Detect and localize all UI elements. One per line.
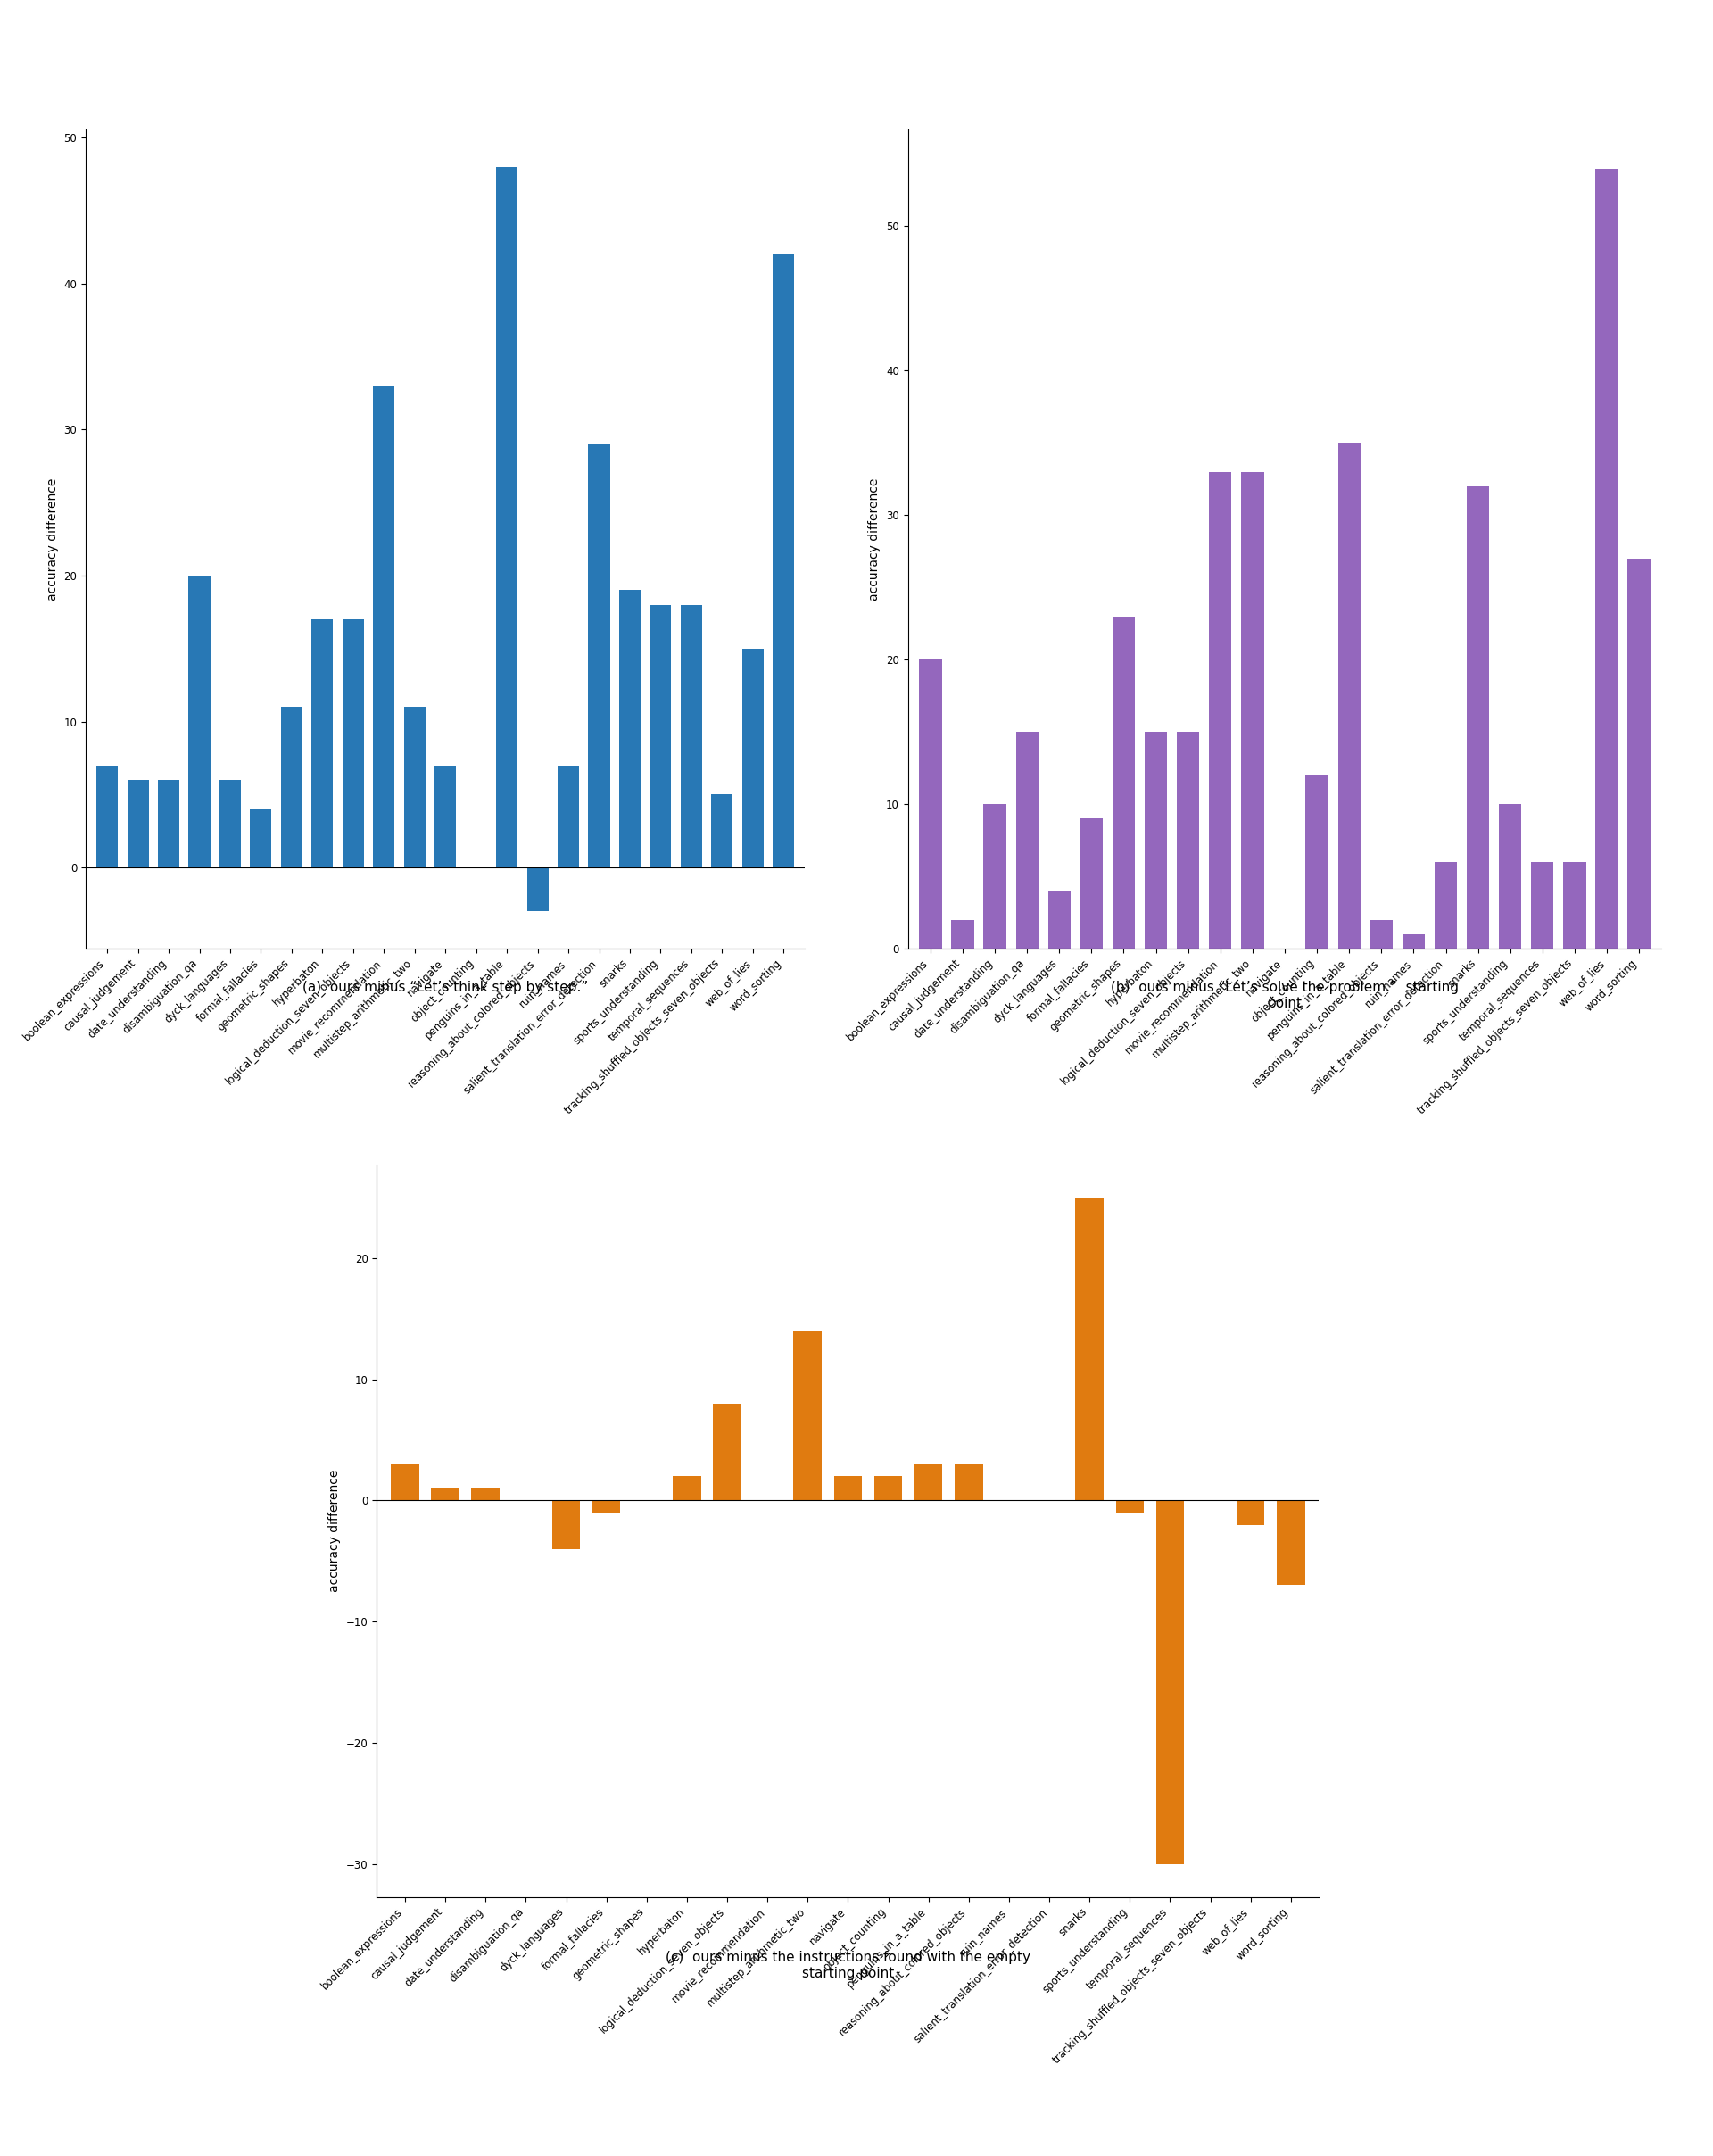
Bar bbox=[915, 1464, 942, 1501]
Bar bbox=[618, 591, 641, 867]
Bar bbox=[1434, 862, 1458, 949]
Bar bbox=[773, 254, 795, 867]
Bar bbox=[1338, 442, 1360, 949]
Bar bbox=[219, 780, 242, 867]
Bar bbox=[158, 780, 180, 867]
Bar bbox=[1115, 1501, 1144, 1514]
Bar bbox=[874, 1477, 903, 1501]
Bar bbox=[312, 619, 332, 867]
Bar bbox=[558, 765, 579, 867]
Y-axis label: accuracy difference: accuracy difference bbox=[868, 479, 880, 599]
Bar bbox=[711, 796, 733, 867]
Bar bbox=[1564, 862, 1586, 949]
Bar bbox=[1076, 1197, 1103, 1501]
Bar bbox=[1370, 921, 1393, 949]
Bar bbox=[1144, 731, 1167, 949]
Bar bbox=[1305, 776, 1328, 949]
Text: (c)  ours minus the instructions found with the empty
starting point: (c) ours minus the instructions found wi… bbox=[665, 1951, 1031, 1979]
Bar bbox=[1177, 731, 1199, 949]
Bar bbox=[951, 921, 975, 949]
Bar bbox=[1156, 1501, 1184, 1865]
Bar bbox=[983, 804, 1006, 949]
Bar bbox=[1209, 472, 1232, 949]
Bar bbox=[793, 1330, 822, 1501]
Bar bbox=[250, 808, 272, 867]
Bar bbox=[281, 707, 303, 867]
Bar bbox=[1276, 1501, 1305, 1585]
Bar bbox=[404, 707, 425, 867]
Bar bbox=[127, 780, 149, 867]
Bar bbox=[713, 1404, 742, 1501]
Bar bbox=[391, 1464, 420, 1501]
Bar bbox=[1627, 558, 1650, 949]
Bar bbox=[528, 867, 548, 912]
Bar bbox=[742, 649, 764, 867]
Bar bbox=[435, 765, 456, 867]
Text: (b)  ours minus “Let’s solve the problem.”  starting
point: (b) ours minus “Let’s solve the problem.… bbox=[1110, 981, 1459, 1009]
Bar bbox=[1403, 934, 1425, 949]
Bar bbox=[1595, 168, 1619, 949]
Bar bbox=[1112, 617, 1136, 949]
Bar bbox=[593, 1501, 620, 1514]
Bar bbox=[96, 765, 118, 867]
Bar bbox=[432, 1488, 459, 1501]
Bar bbox=[1242, 472, 1264, 949]
Y-axis label: accuracy difference: accuracy difference bbox=[329, 1470, 341, 1591]
Bar bbox=[1531, 862, 1554, 949]
Bar bbox=[1466, 487, 1489, 949]
Bar bbox=[1048, 890, 1071, 949]
Bar bbox=[1237, 1501, 1264, 1524]
Bar bbox=[673, 1477, 701, 1501]
Bar bbox=[1081, 819, 1103, 949]
Bar bbox=[497, 166, 517, 867]
Text: (a)  ours minus “Let’s think step by step.”: (a) ours minus “Let’s think step by step… bbox=[303, 981, 588, 994]
Bar bbox=[680, 604, 702, 867]
Bar bbox=[1499, 804, 1521, 949]
Bar bbox=[1016, 731, 1038, 949]
Bar bbox=[373, 386, 394, 867]
Bar bbox=[188, 576, 211, 867]
Bar bbox=[343, 619, 363, 867]
Bar bbox=[954, 1464, 983, 1501]
Bar bbox=[471, 1488, 500, 1501]
Bar bbox=[552, 1501, 581, 1548]
Y-axis label: accuracy difference: accuracy difference bbox=[46, 479, 58, 599]
Bar bbox=[920, 660, 942, 949]
Bar bbox=[834, 1477, 862, 1501]
Bar bbox=[588, 444, 610, 867]
Bar bbox=[649, 604, 671, 867]
